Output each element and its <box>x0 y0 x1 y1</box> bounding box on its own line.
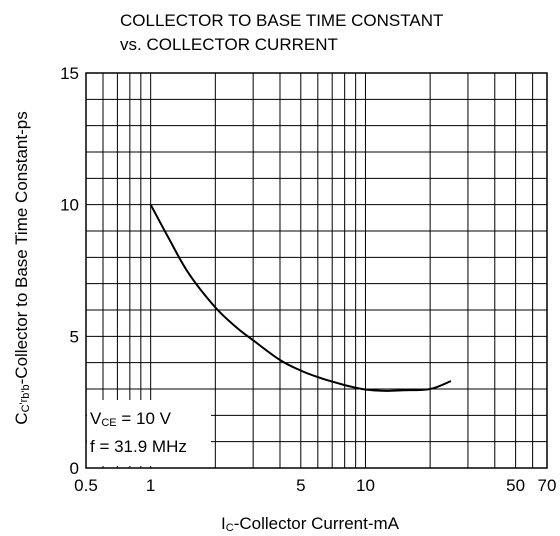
plot-frame <box>85 72 548 469</box>
y-tick-label-1: 5 <box>70 327 79 346</box>
x-tick-label-0: 0.5 <box>74 476 98 495</box>
series-line-0 <box>149 204 452 392</box>
chart-title-line2: vs. COLLECTOR CURRENT <box>120 35 338 54</box>
chart-title-line1: COLLECTOR TO BASE TIME CONSTANT <box>120 11 443 30</box>
x-tick-label-4: 50 <box>506 476 525 495</box>
x-tick-label-3: 10 <box>356 476 375 495</box>
annotation-line2: f = 31.9 MHz <box>90 437 187 456</box>
annotation-line1: VCE = 10 V <box>90 409 172 429</box>
x-tick-label-5: 70 <box>538 476 557 495</box>
y-tick-label-3: 15 <box>60 64 79 83</box>
annotation-box <box>87 400 211 466</box>
x-tick-label-1: 1 <box>146 476 155 495</box>
x-tick-label-2: 5 <box>296 476 305 495</box>
grid <box>86 73 547 468</box>
y-tick-label-0: 0 <box>70 459 79 478</box>
y-axis-label: CC'rb'b-Collector to Base Time Constant-… <box>12 111 32 424</box>
y-tick-label-2: 10 <box>60 196 79 215</box>
x-axis-label: IC-Collector Current-mA <box>221 514 400 534</box>
series-group <box>149 204 452 392</box>
